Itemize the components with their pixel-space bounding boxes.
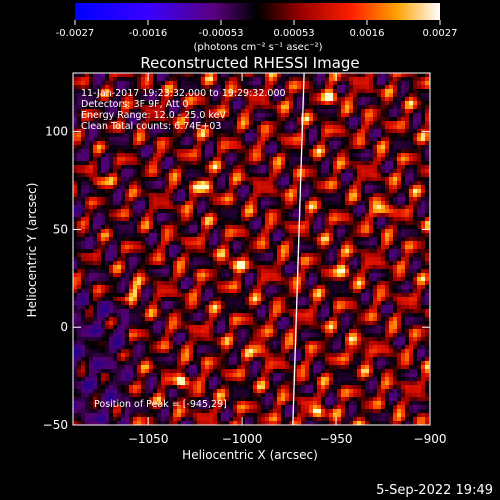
colorbar <box>75 3 440 20</box>
x-axis-label: Heliocentric X (arcsec) <box>182 448 318 462</box>
y-tick-label: −50 <box>43 418 68 432</box>
axis-ticks: −1050 −1000 −950 −900 100 50 0 −50 <box>43 73 447 446</box>
colorbar-ticks: -0.0027 -0.0016 -0.00053 0.00053 0.0016 0.002… <box>56 20 458 39</box>
y-tick-label: 100 <box>45 125 68 139</box>
colorbar-tick-label: 0.0016 <box>350 28 385 39</box>
x-tick-label: −950 <box>320 432 353 446</box>
colorbar-tick-label: -0.0027 <box>56 28 95 39</box>
y-tick-label: 0 <box>60 320 68 334</box>
annotation-line: Detectors: 3F 9F, Att 0 <box>81 99 189 110</box>
footer-date: 5-Sep-2022 19:49 <box>376 483 493 498</box>
x-tick-label: −1050 <box>128 432 169 446</box>
y-tick-label: 50 <box>53 222 68 236</box>
colorbar-tick-label: 0.00053 <box>273 28 314 39</box>
annotations: 11-Jan-2017 19:23:32.000 to 19:29:32.000… <box>81 88 286 410</box>
annotation-line: Energy Range: 12.0 - 25.0 keV <box>81 110 226 121</box>
colorbar-units: (photons cm⁻² s⁻¹ asec⁻²) <box>193 42 322 53</box>
y-axis-label: Heliocentric Y (arcsec) <box>25 183 39 318</box>
annotation-line: 11-Jan-2017 19:23:32.000 to 19:29:32.000 <box>81 88 286 99</box>
x-tick-label: −900 <box>414 432 447 446</box>
colorbar-tick-label: -0.0016 <box>129 28 168 39</box>
x-tick-label: −1000 <box>222 432 263 446</box>
peak-position-label: Position of Peak = [-945,29] <box>94 399 227 410</box>
colorbar-tick-label: 0.0027 <box>423 28 458 39</box>
plot-frame <box>72 72 431 426</box>
annotation-line: Clean Total counts: 6.74E+03 <box>81 121 221 132</box>
limb-line <box>292 73 305 425</box>
heatmap-cells <box>73 73 430 425</box>
colorbar-tick-label: -0.00053 <box>199 28 244 39</box>
chart-title: Reconstructed RHESSI Image <box>140 54 359 72</box>
